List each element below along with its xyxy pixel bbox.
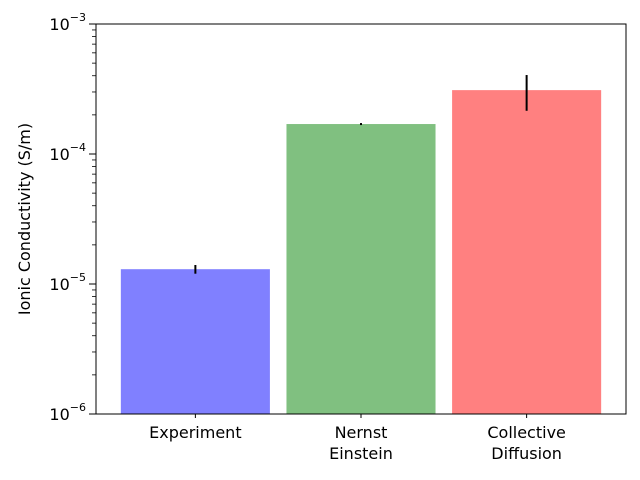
y-tick-label-1: 10−5 [49, 271, 86, 294]
y-minor-ticks [92, 29, 96, 376]
x-tick-label-1-1: Einstein [329, 444, 393, 463]
y-tick-label-2: 10−4 [49, 141, 86, 164]
y-tick-label-0: 10−6 [49, 401, 86, 424]
bars [120, 90, 602, 415]
y-ticks: 10−6 10−5 10−4 10−3 [49, 11, 96, 424]
x-tick-label-1-0: Nernst [335, 423, 388, 442]
y-axis-label: Ionic Conductivity (S/m) [15, 123, 34, 315]
bar-2 [452, 90, 602, 414]
x-tick-label-2-1: Diffusion [491, 444, 562, 463]
bar-1 [286, 124, 436, 415]
x-tick-label-2-0: Collective [487, 423, 566, 442]
bar-0 [120, 269, 270, 414]
y-tick-label-3: 10−3 [49, 11, 86, 34]
error-bars [194, 75, 528, 274]
x-tick-label-0-0: Experiment [149, 423, 241, 442]
x-ticks: Experiment Nernst Einstein Collective Diffus… [149, 414, 566, 463]
